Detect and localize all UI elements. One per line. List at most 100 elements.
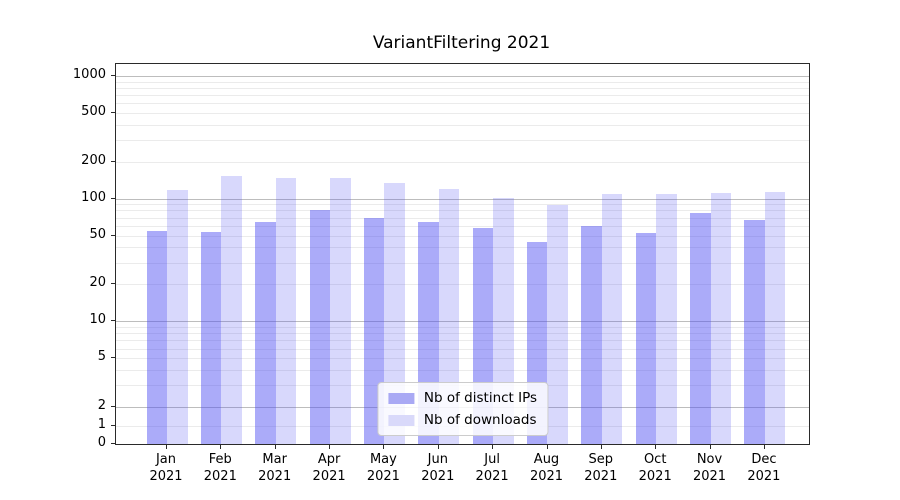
bar-distinct-ips (581, 225, 602, 444)
x-tick-label: Oct 2021 (638, 452, 672, 484)
y-tick-label: 10 (89, 312, 106, 328)
x-tick-mark (166, 445, 167, 449)
gridline-minor (116, 140, 809, 141)
y-tick-label: 500 (81, 103, 106, 119)
x-tick-mark (546, 445, 548, 449)
bar-distinct-ips (690, 212, 711, 444)
gridline-minor (116, 370, 809, 372)
x-tick-label: Nov 2021 (692, 452, 727, 484)
legend-label-distinct-ips: Nb of distinct IPs (423, 390, 538, 406)
chart-title: VariantFiltering 2021 (372, 33, 551, 53)
y-tick-mark (111, 424, 115, 426)
x-tick-label: Aug 2021 (529, 452, 564, 484)
bar-downloads (221, 176, 242, 444)
bar-downloads (167, 189, 188, 444)
legend-label-downloads: Nb of downloads (423, 412, 537, 428)
plot-area: Nb of distinct IPs Nb of downloads (115, 63, 810, 445)
bar-downloads (275, 177, 297, 444)
x-tick-mark (274, 445, 276, 449)
gridline-minor (116, 333, 809, 335)
gridline-minor (116, 225, 809, 227)
bar-downloads (656, 194, 677, 444)
legend-swatch-distinct-ips (387, 392, 414, 404)
y-tick-label: 1000 (72, 66, 106, 82)
bar-distinct-ips (146, 231, 167, 444)
gridline-minor (116, 87, 809, 89)
x-tick-mark (220, 445, 222, 449)
gridline-minor (116, 204, 809, 206)
y-tick-mark (111, 406, 115, 407)
x-tick-label: Jan 2021 (149, 452, 183, 484)
gridline-minor (116, 94, 809, 96)
gridline-minor (116, 103, 809, 105)
gridline-minor (116, 326, 809, 328)
y-tick-label: 1 (97, 416, 106, 432)
legend-item-downloads: Nb of downloads (387, 412, 537, 428)
legend: Nb of distinct IPs Nb of downloads (376, 382, 549, 436)
y-tick-mark (111, 234, 115, 236)
gridline-minor (116, 284, 809, 286)
gridline-minor (116, 235, 809, 237)
gridline-minor (116, 124, 809, 126)
bar-downloads (330, 178, 351, 444)
x-tick-mark (709, 445, 711, 449)
x-tick-mark (329, 445, 331, 449)
legend-swatch-downloads (387, 414, 414, 426)
gridline-minor (116, 262, 809, 264)
bar-downloads (601, 193, 623, 444)
y-tick-label: 20 (89, 275, 106, 291)
x-tick-mark (763, 445, 765, 449)
x-tick-label: Apr 2021 (312, 452, 346, 484)
gridline-minor (116, 247, 809, 249)
x-tick-mark (383, 445, 385, 449)
y-tick-label: 50 (89, 226, 106, 242)
gridline-minor (116, 348, 809, 350)
bar-downloads (438, 189, 460, 444)
gridline-minor (116, 81, 809, 83)
legend-item-distinct-ips: Nb of distinct IPs (387, 390, 538, 406)
x-tick-mark (492, 445, 494, 449)
bar-downloads (710, 192, 731, 444)
gridline-minor (116, 210, 809, 212)
bar-distinct-ips (255, 221, 276, 444)
y-tick-mark (111, 197, 115, 199)
y-tick-label: 0 (97, 435, 106, 450)
x-tick-label: May 2021 (366, 452, 400, 484)
gridline-minor (116, 161, 809, 163)
bar-downloads (764, 192, 786, 444)
gridline-minor (116, 217, 809, 219)
y-tick-mark (111, 357, 115, 359)
x-tick-label: Mar 2021 (258, 452, 292, 484)
y-tick-label: 5 (97, 349, 106, 365)
x-tick-label: Feb 2021 (203, 452, 237, 484)
bar-distinct-ips (200, 232, 222, 444)
y-tick-label: 200 (81, 152, 106, 168)
gridline-major (116, 75, 809, 77)
bar-downloads (384, 183, 405, 444)
x-tick-label: Jun 2021 (421, 452, 455, 484)
bar-distinct-ips (635, 233, 657, 444)
bar-distinct-ips (744, 219, 765, 444)
gridline-minor (116, 112, 809, 114)
gridline-minor (116, 358, 809, 360)
gridline-minor (116, 340, 809, 342)
y-tick-mark (111, 443, 115, 444)
y-tick-mark (111, 160, 115, 162)
y-tick-mark (111, 283, 115, 285)
bar-downloads (547, 204, 568, 444)
x-tick-label: Dec 2021 (747, 452, 781, 484)
y-tick-mark (111, 74, 115, 76)
y-tick-label: 2 (97, 398, 106, 413)
y-tick-mark (111, 111, 115, 113)
gridline-major (116, 198, 809, 200)
x-tick-mark (600, 445, 602, 449)
x-tick-label: Sep 2021 (584, 452, 618, 484)
y-tick-label: 100 (81, 189, 106, 205)
x-tick-label: Jul 2021 (475, 452, 509, 484)
x-tick-mark (437, 445, 439, 449)
y-tick-mark (111, 320, 115, 322)
gridline-major (116, 321, 809, 323)
x-tick-mark (655, 445, 657, 449)
bar-distinct-ips (309, 210, 331, 444)
